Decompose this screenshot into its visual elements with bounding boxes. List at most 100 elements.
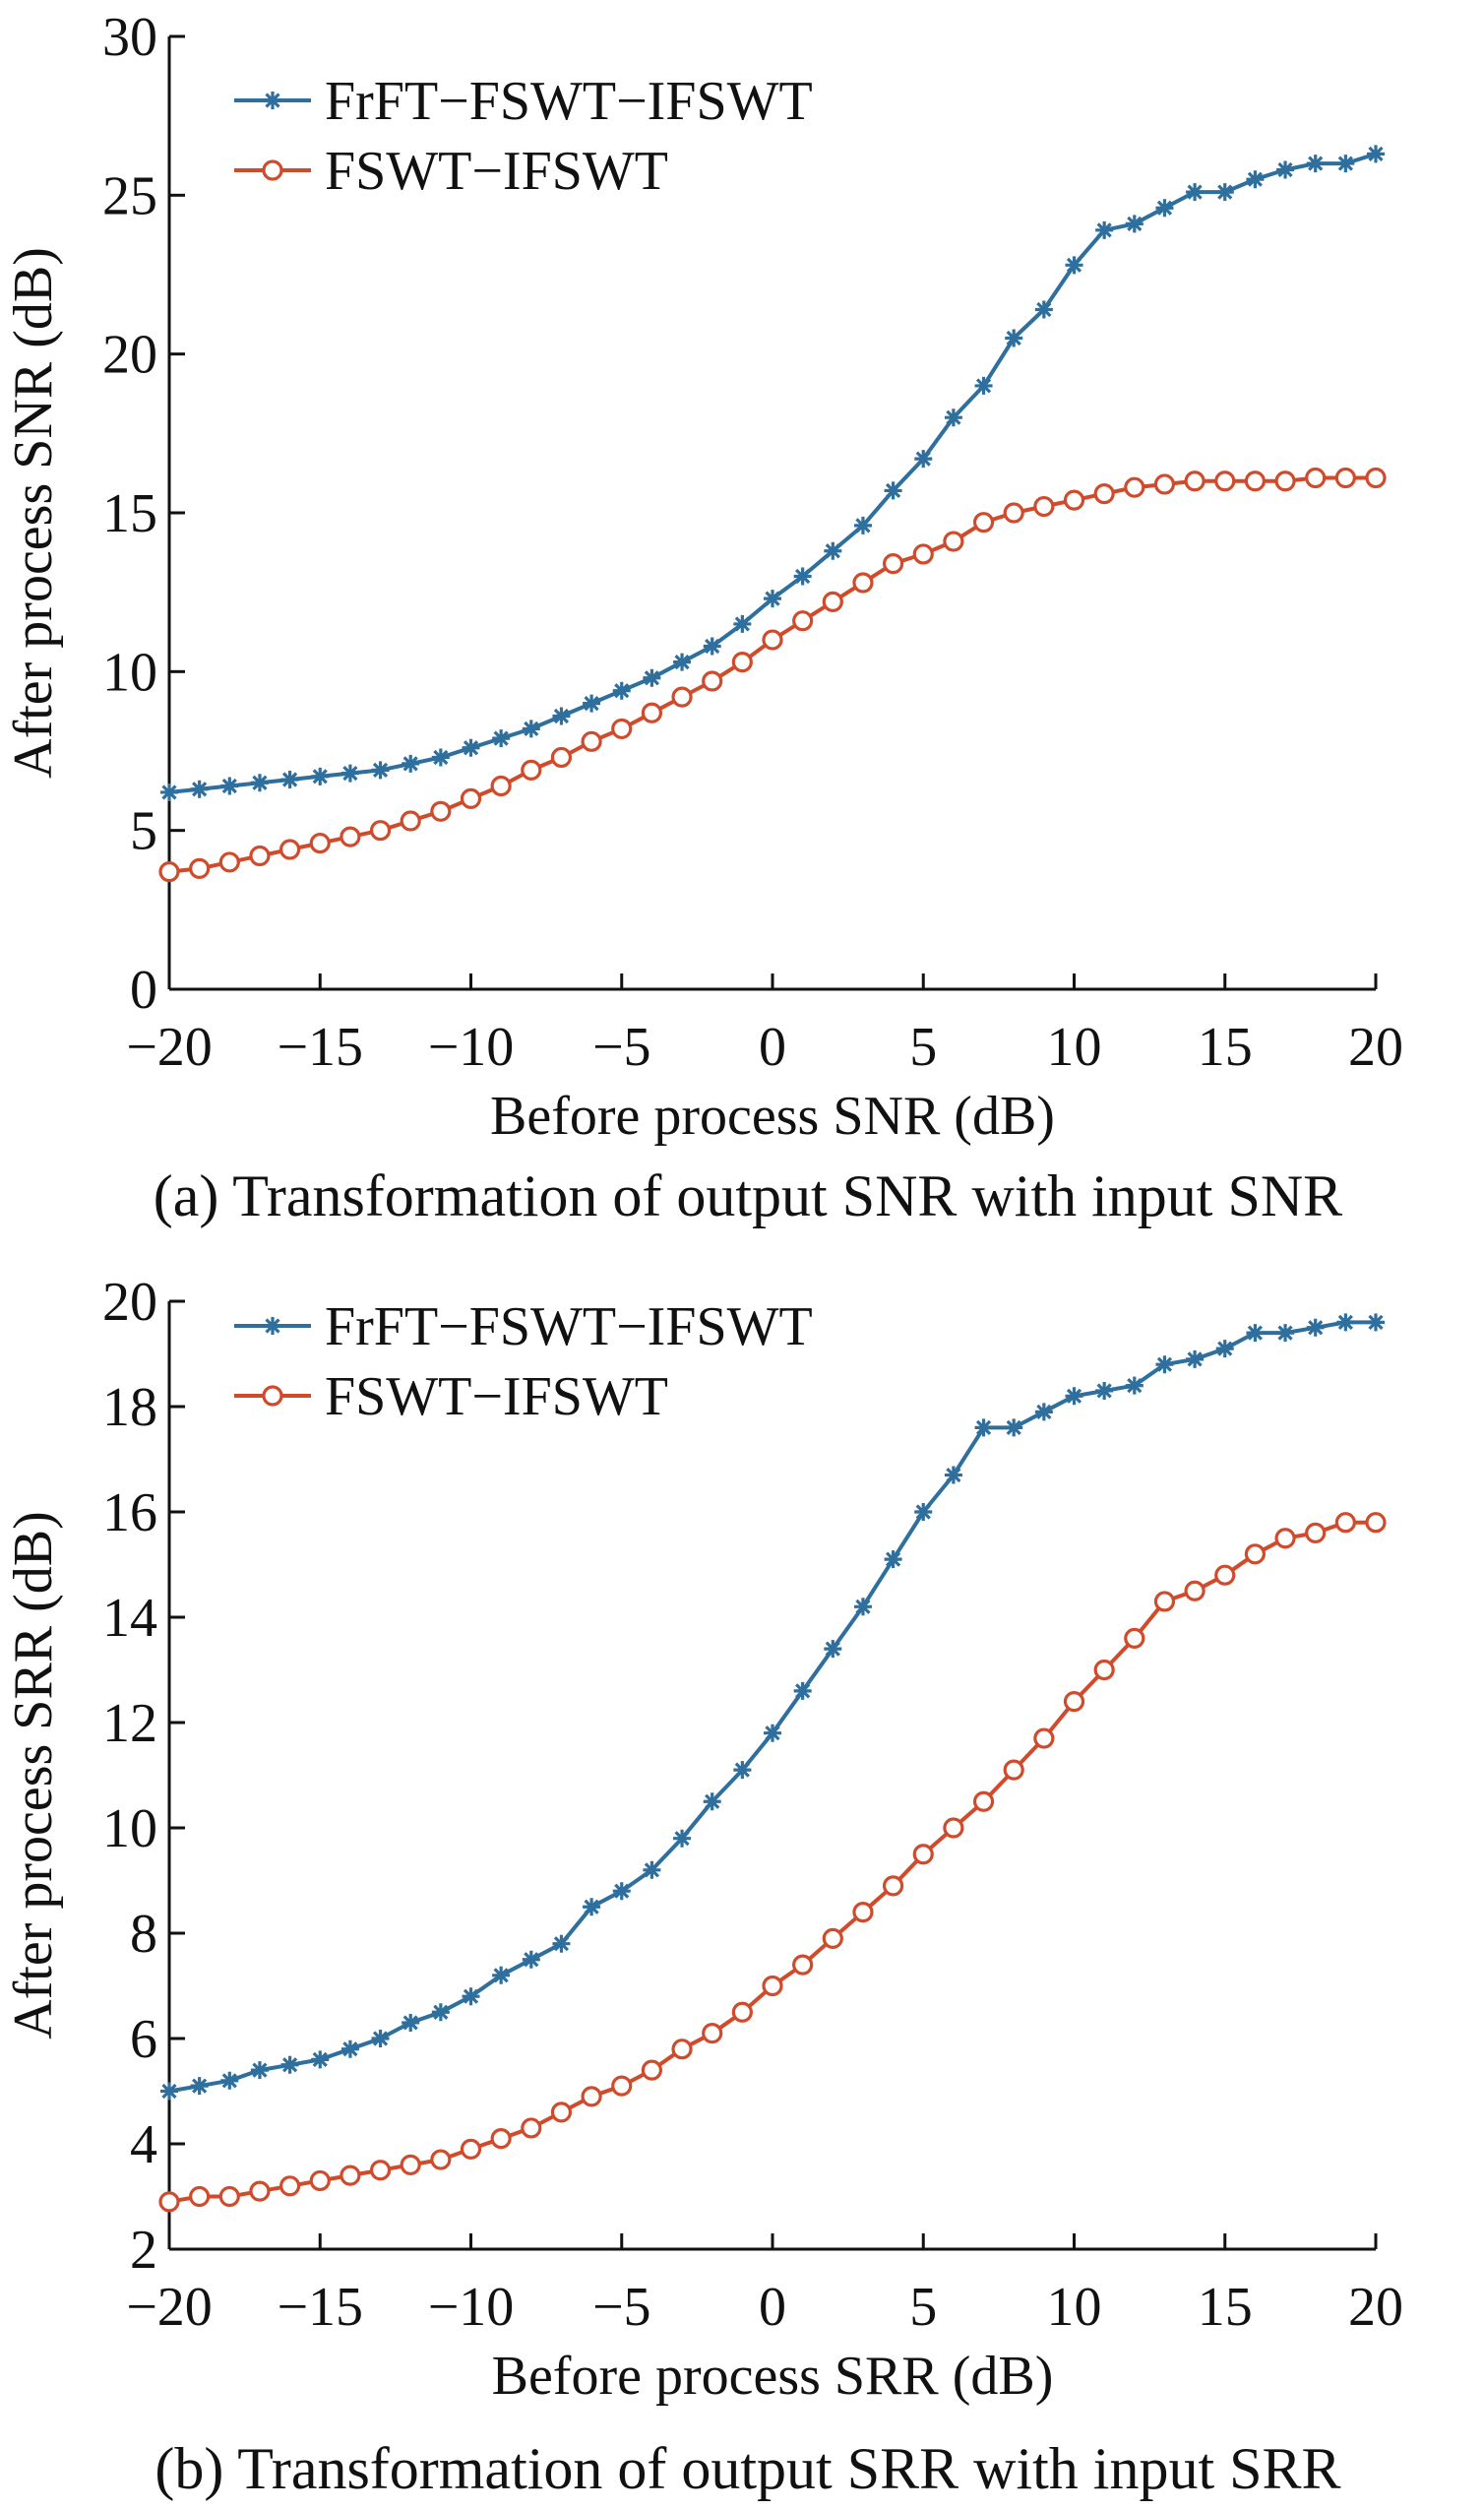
- x-tick-label: −10: [428, 2277, 515, 2338]
- data-point-star: [793, 567, 812, 586]
- x-tick-label: 20: [1348, 1017, 1403, 1078]
- data-point-star: [884, 1550, 902, 1569]
- y-tick-label: 2: [130, 2220, 157, 2281]
- data-point-circle: [158, 2191, 180, 2213]
- y-tick-label: 5: [130, 801, 157, 862]
- x-tick-label: −5: [592, 1017, 651, 1078]
- data-point-star: [1336, 1313, 1355, 1332]
- data-point-circle: [581, 2086, 602, 2107]
- data-point-star: [250, 2061, 269, 2080]
- series-frft-fswt-ifswt: [160, 1313, 1385, 2101]
- data-point-star: [853, 516, 872, 534]
- data-point-star: [1336, 155, 1355, 173]
- data-point-circle: [1063, 489, 1085, 511]
- data-point-star: [311, 2050, 330, 2069]
- data-point-circle: [852, 1901, 874, 1923]
- data-point-circle: [792, 1954, 814, 1976]
- data-point-circle: [1274, 471, 1296, 492]
- data-point-star: [1367, 145, 1385, 163]
- data-point-circle: [1153, 1591, 1176, 1612]
- data-point-circle: [189, 857, 211, 879]
- data-point-star: [974, 376, 993, 395]
- data-point-star: [643, 668, 661, 687]
- data-point-circle: [641, 702, 663, 723]
- data-point-star: [462, 738, 480, 757]
- data-point-star: [280, 2055, 299, 2074]
- data-point-circle: [972, 1790, 995, 1812]
- data-point-circle: [1365, 467, 1387, 489]
- data-point-star: [853, 1598, 872, 1616]
- data-point-circle: [1124, 1627, 1145, 1650]
- data-point-circle: [1003, 1759, 1024, 1781]
- data-point-circle: [521, 759, 542, 781]
- data-point-circle: [702, 670, 723, 692]
- data-point-circle: [309, 832, 331, 854]
- plot-area-b: −20 −15 −10 −5 0 5 10 15 20 2 4 6 8 10 12 14 16 18 20 Befor…: [3, 1272, 1403, 2407]
- y-axis-title: After process SRR (dB): [3, 1511, 64, 2039]
- data-point-circle: [369, 2160, 392, 2181]
- y-tick-label: 14: [102, 1588, 157, 1649]
- data-point-star: [733, 1761, 752, 1780]
- series-fswt-ifswt: [158, 1512, 1387, 2213]
- data-point-star: [220, 777, 239, 795]
- legend-label: FrFT−FSWT−IFSWT: [325, 71, 813, 132]
- data-point-star: [643, 1860, 661, 1879]
- chart-panel-b: −20 −15 −10 −5 0 5 10 15 20 2 4 6 8 10 12 14 16 18 20 Befor…: [3, 1272, 1403, 2501]
- data-point-star: [371, 761, 390, 780]
- data-point-star: [1125, 215, 1144, 233]
- data-point-circle: [158, 861, 180, 883]
- data-point-star: [1155, 1355, 1174, 1374]
- data-point-circle: [262, 159, 283, 181]
- data-point-star: [944, 1466, 962, 1484]
- data-point-circle: [369, 820, 392, 842]
- data-point-circle: [400, 2154, 421, 2175]
- data-point-circle: [1214, 471, 1236, 492]
- data-point-star: [522, 720, 540, 738]
- data-point-circle: [822, 591, 843, 612]
- x-tick-label: 20: [1348, 2277, 1403, 2338]
- data-point-star: [160, 783, 178, 801]
- x-tick-label: 5: [909, 1017, 937, 1078]
- data-point-star: [492, 729, 511, 748]
- data-point-circle: [581, 730, 602, 752]
- series-frft-fswt-ifswt: [160, 145, 1385, 801]
- data-point-circle: [611, 718, 633, 740]
- data-point-star: [1034, 300, 1053, 319]
- x-tick-label: −20: [126, 1017, 213, 1078]
- data-point-circle: [1153, 473, 1176, 495]
- data-point-circle: [1334, 1512, 1356, 1534]
- data-point-circle: [550, 2102, 573, 2123]
- data-point-circle: [1214, 1564, 1236, 1586]
- data-point-circle: [912, 543, 934, 565]
- y-tick-label: 4: [130, 2114, 157, 2175]
- data-point-star: [884, 481, 902, 500]
- y-tick-label: 25: [102, 165, 157, 226]
- data-point-star: [1367, 1313, 1385, 1332]
- legend: FrFT−FSWT−IFSWT FSWT−IFSWT: [234, 1296, 813, 1427]
- data-point-circle: [852, 572, 874, 594]
- data-point-star: [1246, 1324, 1265, 1343]
- legend-label: FSWT−IFSWT: [325, 1366, 668, 1427]
- data-point-star: [1306, 155, 1325, 173]
- data-point-circle: [218, 851, 240, 873]
- data-point-star: [1005, 1418, 1023, 1437]
- data-point-star: [1276, 1324, 1295, 1343]
- plot-area-a: −20 −15 −10 −5 0 5 10 15 20 0 5 10 15 20 25 30 Before pr…: [3, 7, 1403, 1147]
- data-point-circle: [400, 810, 421, 832]
- data-point-circle: [1033, 495, 1055, 518]
- x-axis-title: Before process SNR (dB): [490, 1086, 1055, 1147]
- data-point-star: [462, 1987, 480, 2006]
- x-tick-label: −20: [126, 2277, 213, 2338]
- data-point-star: [974, 1418, 993, 1437]
- data-point-star: [402, 2013, 420, 2032]
- x-tick-label: 5: [909, 2277, 937, 2338]
- chart-panel-a: −20 −15 −10 −5 0 5 10 15 20 0 5 10 15 20 25 30 Before pr…: [3, 7, 1403, 1228]
- data-point-star: [1034, 1403, 1053, 1421]
- data-point-star: [612, 681, 631, 700]
- data-point-star: [250, 774, 269, 792]
- data-point-circle: [1093, 1659, 1115, 1681]
- data-point-circle: [822, 1927, 843, 1949]
- data-point-circle: [1305, 1522, 1327, 1544]
- data-point-star: [1005, 329, 1023, 347]
